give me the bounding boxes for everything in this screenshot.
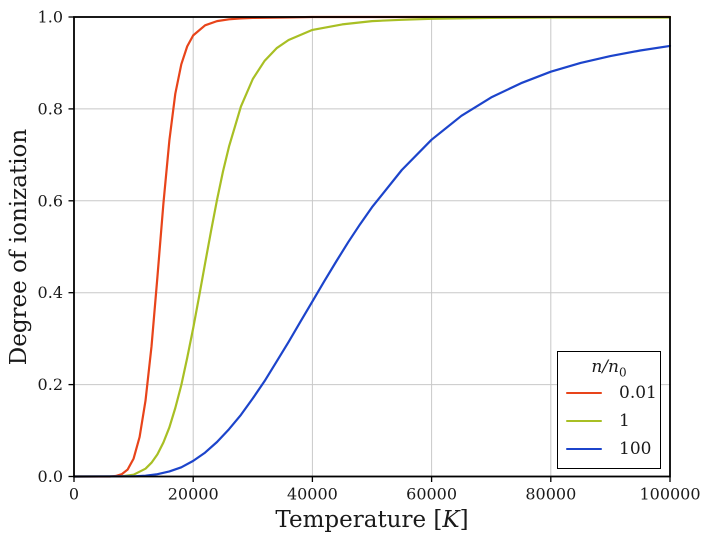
- y-axis-label-text: Degree of ionization: [6, 128, 32, 366]
- legend-line-sample-blue: [566, 447, 602, 451]
- legend-title-sub: 0: [618, 365, 627, 380]
- y-tick-label-0.8: 0.8: [38, 99, 63, 118]
- x-tick-label-0: 0: [69, 485, 79, 504]
- y-tick-label-0.6: 0.6: [38, 191, 63, 210]
- curve-1: [72, 16, 672, 478]
- y-tick-label-0.4: 0.4: [38, 283, 63, 302]
- y-tick-label-0: 0.0: [38, 467, 63, 486]
- y-tick-label-1: 1.0: [38, 8, 63, 27]
- x-axis-label: Temperature [K]: [74, 507, 670, 533]
- x-tick-label-40000: 40000: [287, 485, 338, 504]
- legend-entry-label: 100: [619, 439, 652, 459]
- legend-title: n/n0: [558, 357, 660, 379]
- plot-border: [73, 16, 671, 478]
- x-axis-unit: K: [442, 507, 460, 533]
- x-axis-unit-bracket-close: ]: [459, 507, 469, 533]
- legend-title-main: n/n: [591, 357, 619, 377]
- x-tick-label-100000: 100000: [639, 485, 700, 504]
- legend-line-sample-green: [566, 419, 602, 423]
- x-tick-label-60000: 60000: [406, 485, 457, 504]
- legend-entry-row: 100: [558, 435, 660, 463]
- curve-100: [72, 44, 672, 478]
- legend-entry-label: 1: [619, 411, 630, 431]
- legend: n/n0 0.01 1 100: [557, 351, 661, 469]
- x-tick-label-80000: 80000: [525, 485, 576, 504]
- x-axis-unit-bracket-open: [: [426, 507, 443, 533]
- x-tick-label-20000: 20000: [168, 485, 219, 504]
- legend-entry-row: 1: [558, 407, 660, 435]
- x-axis-label-text: Temperature: [275, 507, 427, 533]
- legend-line-sample-red: [566, 391, 602, 395]
- y-tick-label-0.2: 0.2: [38, 375, 63, 394]
- legend-entry-label: 0.01: [619, 383, 657, 403]
- y-axis-label: Degree of ionization: [6, 17, 32, 477]
- legend-entry-row: 0.01: [558, 379, 660, 407]
